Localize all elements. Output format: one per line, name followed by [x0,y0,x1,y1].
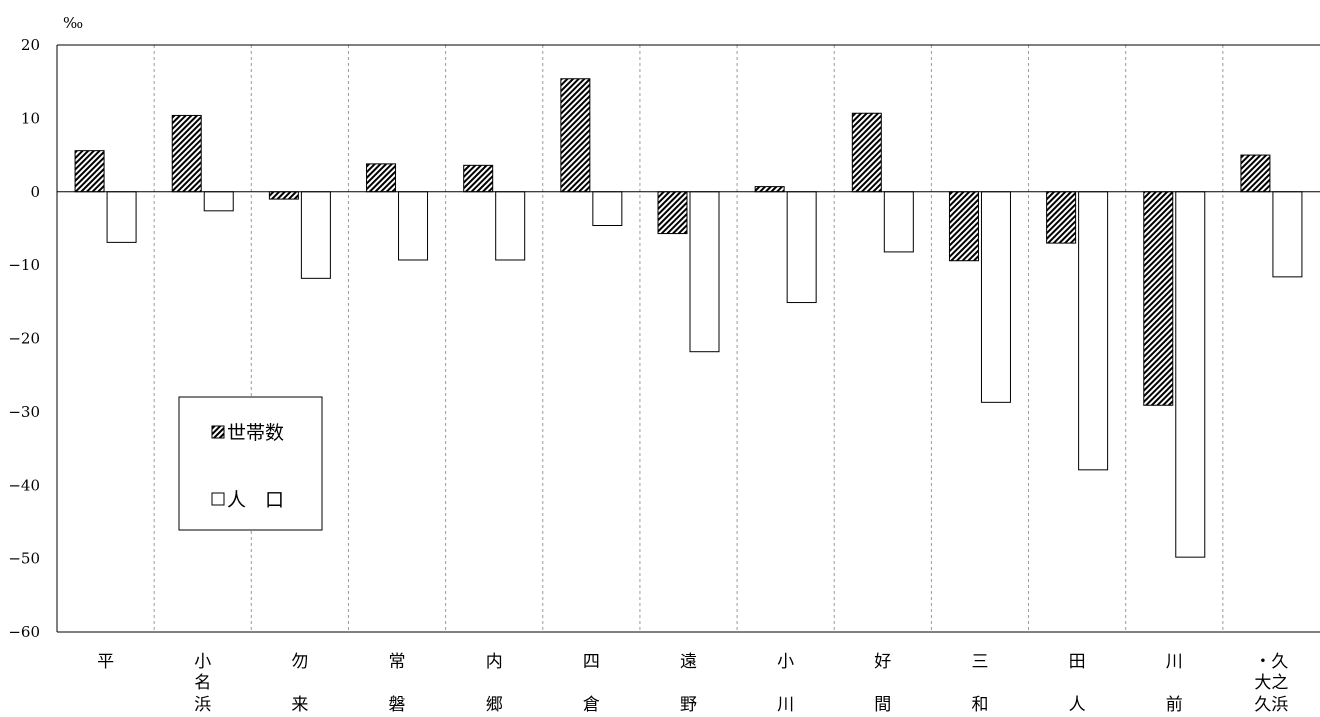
bar-households [366,163,397,193]
bar-population [300,191,331,279]
x-category-label: 小川 [777,652,794,715]
y-tick-label: 0 [30,183,40,201]
legend-label-population: 人 口 [227,489,284,511]
x-category-label: 小名浜 [194,652,211,715]
x-category-label-line: 好 [874,652,891,672]
x-category-label-line: 名 [194,673,211,693]
bar-population [1272,191,1303,278]
x-category-label-line: 和 [971,695,988,715]
bar-population [495,191,526,261]
x-category-label-line: 常 [389,652,406,672]
x-category-label-line: 郷 [486,695,503,715]
legend-label-households: 世帯数 [227,422,284,444]
x-category-label-line: 浜 [194,695,211,715]
x-category-label-line: 四 [583,652,600,672]
x-category-label-line: 遠 [680,652,697,672]
y-tick-label: −40 [8,476,40,494]
legend-swatch-population [211,492,225,506]
bar-households [560,78,591,193]
x-axis-category-labels: 平小名浜勿来常磐内郷四倉遠野小川好間三和田人川前・久大之久浜 [97,652,1288,715]
bar-population [398,191,429,261]
x-category-label: 好間 [874,652,891,715]
bar-households [268,191,299,200]
x-category-label-line: 小 [777,652,794,672]
x-category-label-line: 磐 [389,695,406,715]
x-category-label: 川前 [1166,652,1183,715]
x-category-label-line: 三 [971,652,988,672]
x-category-label-line: 平 [97,652,114,672]
x-category-label-line: 小 [194,652,211,672]
bar-population [689,191,720,353]
bar-population [1078,191,1109,471]
x-category-label: 四倉 [583,652,600,715]
x-category-label: 遠野 [680,652,697,715]
x-category-label-line: 人 [1069,695,1086,715]
y-unit-label: ‰ [63,14,83,32]
y-tick-label: −10 [8,256,40,274]
x-category-label-line: 川 [1166,652,1183,672]
bar-population [883,191,914,253]
x-category-label-line: 来 [291,695,308,715]
y-axis-tick-labels: 20 10 0 −10 −20 −30 −40 −50 −60 [8,36,40,641]
x-category-label-line: 内 [486,652,503,672]
x-category-label-line: 前 [1166,695,1183,715]
x-category-label-line: 倉 [583,695,600,715]
legend: 世帯数 人 口 [178,396,323,531]
bar-households [1046,191,1077,244]
y-tick-label: 20 [21,36,40,54]
legend-swatch-households [211,425,225,439]
x-category-label-line: 間 [874,695,891,715]
bar-households [1143,191,1174,406]
bar-households [171,114,202,193]
bar-households [851,112,882,193]
x-category-label-line: 野 [680,695,697,715]
x-category-label-line: 大之 [1254,673,1288,693]
x-category-label-line: 田 [1069,652,1086,672]
legend-box [178,396,323,531]
x-category-label-line: 勿 [291,652,308,672]
x-category-label: 平 [97,652,114,672]
y-tick-label: 10 [21,109,40,127]
x-category-label: 勿来 [291,652,308,715]
x-category-label-line: 久浜 [1254,695,1288,715]
x-category-label: 内郷 [486,652,503,715]
bar-households [463,164,494,193]
bar-population [106,191,137,243]
x-category-label-line: 川 [777,695,794,715]
x-category-label: 三和 [971,652,988,715]
bar-population [786,191,817,304]
bars [74,78,1303,558]
bar-households [754,186,785,193]
bar-households [1240,154,1271,193]
bar-population [980,191,1011,403]
y-tick-label: −60 [8,623,40,641]
x-category-label: 常磐 [389,652,406,715]
y-tick-label: −20 [8,330,40,348]
bar-population [203,191,234,212]
y-tick-label: −30 [8,403,40,421]
bar-households [657,191,688,235]
bar-population [592,191,623,227]
bar-households [74,150,105,193]
bar-population [1175,191,1206,558]
x-category-label-line: ・久 [1254,652,1288,672]
x-category-label: 田人 [1069,652,1086,715]
y-tick-label: −50 [8,550,40,568]
category-separators [153,45,1224,632]
bar-households [948,191,979,262]
